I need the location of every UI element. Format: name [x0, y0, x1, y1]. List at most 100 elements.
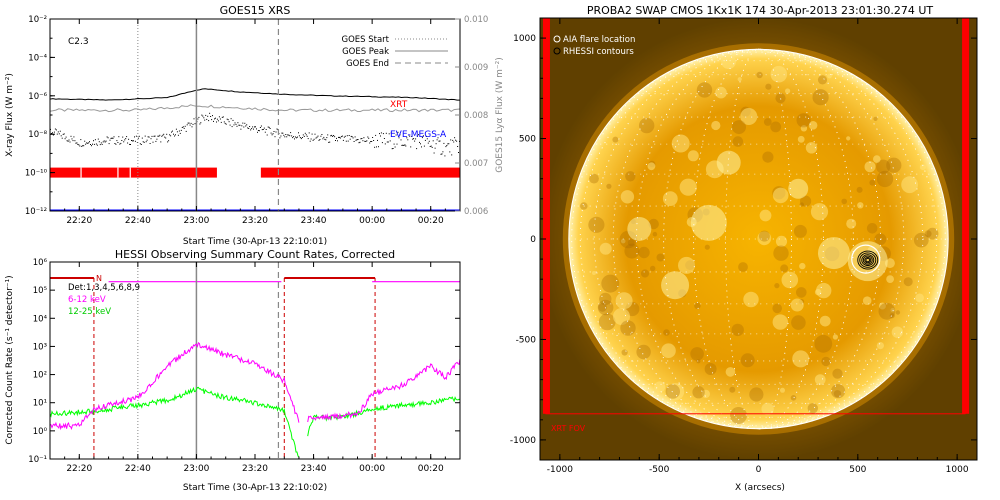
goes-short-point — [207, 115, 209, 117]
goes-short-point — [265, 129, 267, 130]
goes-short-point — [253, 128, 254, 130]
goes-short-point — [70, 135, 72, 137]
swap-disk-feature — [876, 342, 885, 350]
swap-disk-feature — [620, 320, 636, 336]
goes-xrt-gap-1 — [117, 167, 119, 178]
goes-xtick-label: 23:20 — [242, 216, 268, 226]
swap-disk-feature — [915, 293, 924, 303]
goes-short-point — [338, 136, 339, 138]
goes-short-point — [102, 141, 104, 143]
goes-short-point — [357, 139, 359, 140]
goes-short-point — [336, 137, 337, 139]
goes-short-point — [295, 136, 296, 138]
goes-short-point — [291, 135, 293, 137]
goes-xrt-label: XRT — [390, 100, 408, 110]
swap-disk-feature — [663, 329, 670, 336]
goes-short-point — [79, 145, 81, 147]
swap-legend-aia-marker — [553, 35, 561, 43]
swap-disk-feature — [790, 298, 804, 312]
swap-disk-feature — [678, 256, 695, 274]
goes-short-point — [134, 140, 136, 142]
swap-disk-feature — [592, 271, 596, 275]
goes-short-point — [138, 135, 140, 137]
goes-short-point — [318, 139, 320, 141]
goes-short-point — [161, 135, 163, 137]
goes-short-point — [54, 128, 56, 130]
goes-short-point — [341, 135, 343, 137]
goes-short-point — [168, 140, 170, 142]
swap-disk-feature — [732, 120, 746, 135]
goes-short-point — [431, 146, 433, 148]
goes-short-point — [408, 134, 410, 136]
goes-short-point — [362, 140, 364, 142]
goes-short-point — [121, 140, 123, 141]
swap-disk-feature — [770, 121, 782, 133]
goes-short-point — [284, 136, 286, 138]
swap-disk-feature — [817, 75, 828, 85]
goes-short-point — [251, 128, 253, 130]
swap-disk-feature — [785, 88, 791, 94]
goes-short-point — [141, 137, 143, 139]
swap-disk-feature — [819, 315, 831, 327]
goes-short-point — [353, 141, 355, 142]
goes-short-point — [342, 139, 344, 141]
goes-short-point — [84, 140, 86, 142]
swap-disk-feature — [667, 383, 685, 401]
goes-short-point — [446, 145, 448, 146]
hessi-ytick-label: 10¹ — [33, 399, 47, 409]
goes-short-point — [334, 136, 336, 138]
swap-rhessi-contour-4 — [864, 256, 872, 264]
goes-short-point — [439, 140, 441, 142]
goes-short-point — [391, 148, 393, 150]
hessi-ytick-label: 10⁴ — [33, 314, 48, 324]
swap-ytick-label: -500 — [516, 335, 537, 345]
goes-short-point — [344, 135, 346, 137]
goes-short-point — [73, 136, 75, 138]
swap-disk-feature — [841, 198, 847, 205]
swap-disk-feature — [690, 347, 704, 361]
hessi-panel: HESSI Observing Summary Count Rates, Cor… — [5, 248, 461, 493]
goes-legend-end: GOES End — [346, 59, 389, 69]
goes-short-point — [89, 141, 90, 143]
swap-disk-feature — [775, 235, 788, 247]
goes-short-point — [87, 142, 89, 144]
goes-short-point — [421, 146, 422, 148]
goes-short-point — [259, 127, 261, 128]
goes-short-point — [410, 146, 412, 148]
swap-active-region-6 — [627, 216, 652, 241]
goes-ytick-label: 10⁻¹⁰ — [25, 169, 48, 179]
goes-short-point — [62, 133, 64, 135]
swap-disk-feature — [606, 183, 612, 189]
goes-short-point — [432, 140, 434, 142]
goes-short-point — [308, 132, 310, 134]
goes-short-point — [451, 154, 453, 156]
goes-short-point — [151, 135, 153, 137]
swap-disk-feature — [701, 389, 710, 399]
swap-disk-feature — [639, 117, 655, 134]
goes-xlabel: Start Time (30-Apr-13 22:10:01) — [183, 237, 327, 247]
goes-short-point — [77, 143, 79, 145]
swap-rhessi-contour-3 — [862, 255, 873, 265]
goes-short-point — [134, 136, 135, 138]
goes-short-point — [53, 131, 55, 133]
swap-disk-feature — [889, 313, 895, 319]
goes-short-point — [358, 142, 360, 144]
goes-short-point — [275, 131, 277, 133]
swap-disk-feature — [757, 231, 772, 246]
goes-short-point — [192, 123, 194, 125]
goes-short-point — [205, 114, 207, 116]
swap-disk-feature — [763, 118, 772, 126]
goes-short-point — [438, 140, 440, 142]
swap-disk-feature — [640, 269, 650, 278]
swap-disk-feature — [601, 274, 620, 293]
swap-disk-feature — [780, 264, 789, 273]
swap-xlabel: X (arcsecs) — [735, 483, 785, 493]
swap-disk-feature — [694, 302, 701, 310]
goes-short-point — [359, 141, 361, 143]
goes-short-point — [429, 146, 431, 147]
goes-short-point — [191, 126, 193, 128]
goes-short-point — [230, 118, 232, 120]
swap-rhessi-contour-0 — [857, 250, 879, 270]
swap-grid-lon — [636, 48, 881, 430]
swap-xtick-label: 0 — [756, 465, 762, 475]
